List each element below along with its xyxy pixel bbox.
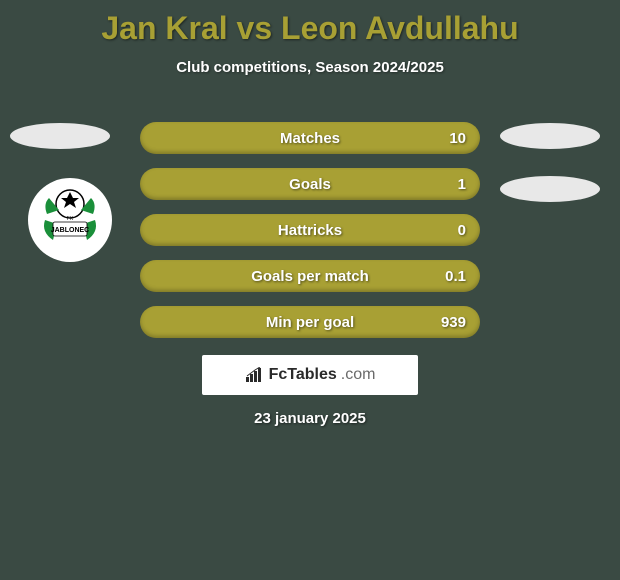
stat-row: Min per goal 939: [140, 306, 480, 338]
stat-value: 0: [458, 222, 466, 239]
stat-row: Hattricks 0: [140, 214, 480, 246]
stat-label: Min per goal: [266, 314, 354, 331]
club-logo: JABLONEC FK: [28, 178, 112, 262]
svg-text:JABLONEC: JABLONEC: [51, 227, 90, 234]
stat-value: 1: [458, 176, 466, 193]
stat-row: Goals per match 0.1: [140, 260, 480, 292]
brand-name: FcTables: [269, 366, 337, 384]
stat-label: Matches: [280, 130, 340, 147]
brand-suffix: .com: [341, 366, 376, 384]
player2-avatar-placeholder-2: [500, 176, 600, 202]
stat-label: Hattricks: [278, 222, 342, 239]
subtitle: Club competitions, Season 2024/2025: [0, 59, 620, 76]
stat-value: 10: [449, 130, 466, 147]
player2-name: Leon Avdullahu: [281, 10, 519, 46]
stat-value: 0.1: [445, 268, 466, 285]
date-text: 23 january 2025: [0, 410, 620, 427]
brand-chart-icon: [245, 367, 265, 383]
comparison-title: Jan Kral vs Leon Avdullahu: [0, 0, 620, 47]
player1-name: Jan Kral: [101, 10, 227, 46]
stat-row: Goals 1: [140, 168, 480, 200]
stat-value: 939: [441, 314, 466, 331]
svg-text:FK: FK: [67, 216, 74, 222]
brand-box[interactable]: FcTables.com: [202, 355, 418, 395]
club-logo-inner: JABLONEC FK: [39, 184, 101, 256]
stat-row: Matches 10: [140, 122, 480, 154]
vs-text: vs: [237, 10, 273, 46]
stat-label: Goals per match: [251, 268, 369, 285]
stat-label: Goals: [289, 176, 331, 193]
stats-container: Matches 10 Goals 1 Hattricks 0 Goals per match…: [140, 122, 480, 352]
player1-avatar-placeholder: [10, 123, 110, 149]
player2-avatar-placeholder-1: [500, 123, 600, 149]
